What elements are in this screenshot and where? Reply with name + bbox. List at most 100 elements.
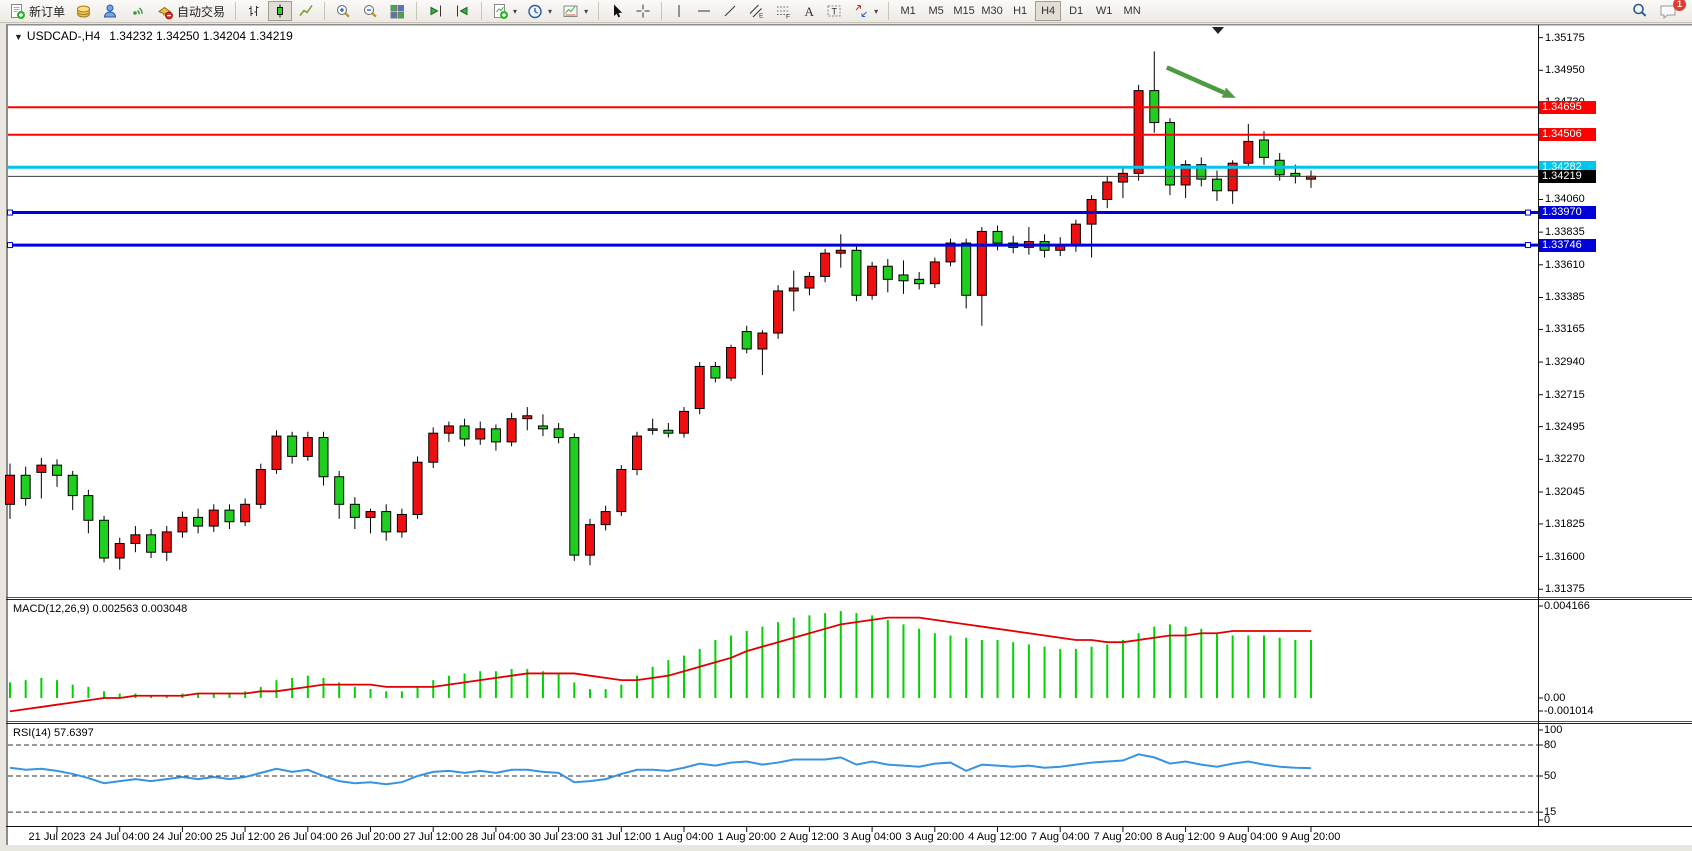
quote-panel-toggle-icon[interactable]: ▼ (14, 32, 23, 42)
fibonacci-button[interactable]: F (771, 1, 796, 21)
templates-button[interactable]: ▾ (558, 1, 592, 21)
timeframe-w1-button[interactable]: W1 (1091, 1, 1117, 21)
price-tick-label: 1.32940 (1545, 356, 1585, 369)
search-button[interactable] (1627, 1, 1653, 21)
open-account-button[interactable] (98, 1, 123, 21)
line-handle[interactable] (7, 209, 13, 216)
text-label-button[interactable]: T (822, 1, 847, 21)
price-line-label[interactable]: 1.33746 (1539, 238, 1596, 252)
timeframe-mn-button[interactable]: MN (1119, 1, 1145, 21)
time-tick-label: 27 Jul 12:00 (403, 831, 464, 843)
macd-pane-label: MACD(12,26,9) 0.002563 0.003048 (13, 603, 188, 615)
time-tick-label: 24 Jul 04:00 (89, 831, 150, 843)
crosshair-button[interactable] (631, 1, 655, 21)
time-tick-label: 9 Aug 04:00 (1218, 831, 1278, 843)
price-tick-label: 1.34950 (1545, 64, 1585, 77)
time-tick-label: 28 Jul 04:00 (465, 831, 526, 843)
price-axis[interactable] (1539, 25, 1692, 827)
timeframe-m15-button[interactable]: M15 (951, 1, 977, 21)
horizontal-line-button[interactable] (692, 1, 716, 21)
deposit-button[interactable] (71, 1, 96, 21)
timeframe-h4-button[interactable]: H4 (1035, 1, 1062, 21)
tile-windows-button[interactable] (385, 1, 410, 21)
periods-button[interactable]: ▾ (523, 1, 556, 21)
svg-text:F: F (786, 14, 790, 20)
time-tick-label: 3 Aug 04:00 (842, 831, 902, 843)
channel-icon: E (749, 4, 764, 20)
arrows-button[interactable]: ▾ (849, 1, 882, 21)
rsi-tick-label: 50 (1544, 770, 1557, 782)
zoom-in-button[interactable] (331, 1, 356, 21)
price-line-label[interactable]: 1.34506 (1539, 128, 1596, 142)
price-tick-label: 1.32270 (1545, 453, 1585, 466)
price-tick-label: 1.32495 (1545, 420, 1585, 433)
line-handle[interactable] (1525, 242, 1531, 249)
candlestick-chart-button[interactable] (268, 1, 293, 21)
toolbar-separator (598, 2, 600, 20)
price-tick-label: 1.35175 (1545, 31, 1585, 44)
chart-template-icon (563, 5, 578, 17)
time-tick-label: 8 Aug 12:00 (1156, 831, 1215, 843)
chevron-down-icon: ▾ (874, 6, 879, 16)
trendline-icon (724, 5, 736, 17)
price-tick-label: 1.31825 (1545, 517, 1585, 530)
trendline-button[interactable] (718, 1, 742, 21)
cursor-button[interactable] (605, 1, 629, 21)
indicators-button[interactable]: ▾ (488, 1, 521, 21)
timeframe-m1-button[interactable]: M1 (895, 1, 921, 21)
chart-quote-ohlc: 1.34232 1.34250 1.34204 1.34219 (109, 29, 293, 43)
time-tick-label: 7 Aug 04:00 (1030, 831, 1090, 843)
chart-shift-marker[interactable] (1212, 27, 1224, 34)
price-tick-label: 1.31600 (1545, 550, 1585, 563)
chevron-down-icon: ▾ (513, 6, 518, 16)
algo-trading-button[interactable]: 自动交易 (152, 1, 229, 21)
arrows-icon (855, 5, 867, 17)
price-tick-label: 1.33610 (1545, 258, 1585, 271)
chat-button[interactable]: 1 (1655, 0, 1686, 21)
price-line-label[interactable]: 1.33970 (1539, 206, 1596, 220)
new-order-icon (11, 3, 25, 19)
timeframe-m5-button[interactable]: M5 (923, 1, 949, 21)
chart-window (6, 24, 1692, 845)
line-chart-button[interactable] (294, 1, 318, 21)
vertical-line-button[interactable] (668, 1, 690, 21)
chart-shift-icon (457, 5, 468, 17)
svg-text:E: E (759, 13, 764, 20)
timeframe-d1-button[interactable]: D1 (1063, 1, 1089, 21)
time-axis[interactable] (6, 827, 1538, 845)
price-tick-label: 1.31375 (1545, 583, 1585, 596)
price-line-label[interactable]: 1.34219 (1539, 169, 1596, 183)
time-tick-label: 21 Jul 2023 (28, 831, 86, 843)
time-tick-label: 1 Aug 04:00 (654, 831, 714, 843)
line-handle[interactable] (7, 242, 13, 249)
auto-scroll-button[interactable] (423, 1, 448, 21)
time-tick-label: 24 Jul 20:00 (152, 831, 213, 843)
timeframe-m30-button[interactable]: M30 (979, 1, 1005, 21)
price-line-label[interactable]: 1.34695 (1539, 100, 1596, 114)
chart-shift-button[interactable] (450, 1, 475, 21)
algo-trading-icon (158, 6, 173, 19)
toolbar: 新订单 自动交易 (0, 0, 1692, 23)
bar-chart-button[interactable] (242, 1, 266, 21)
tile-windows-icon (390, 4, 405, 18)
indicators-icon (494, 3, 509, 19)
macd-tick-label: 0.004166 (1544, 600, 1590, 612)
new-order-button[interactable]: 新订单 (5, 1, 69, 21)
fibonacci-icon: F (777, 6, 790, 20)
antenna-icon (133, 6, 143, 15)
line-handle[interactable] (1525, 209, 1531, 216)
signals-button[interactable] (125, 1, 150, 21)
annotation-arrow[interactable] (1165, 65, 1236, 98)
horizontal-line-icon (698, 10, 711, 12)
rsi-tick-label: 100 (1544, 724, 1563, 736)
line-chart-icon (299, 5, 313, 16)
text-button[interactable]: A (798, 1, 820, 21)
time-tick-label: 25 Jul 12:00 (215, 831, 276, 843)
timeframe-h1-button[interactable]: H1 (1007, 1, 1033, 21)
price-tick-label: 1.33385 (1545, 291, 1585, 304)
zoom-out-button[interactable] (358, 1, 383, 21)
equidistant-channel-button[interactable]: E (744, 1, 769, 21)
toolbar-separator (888, 2, 890, 20)
rsi-tick-label: 80 (1544, 739, 1557, 751)
